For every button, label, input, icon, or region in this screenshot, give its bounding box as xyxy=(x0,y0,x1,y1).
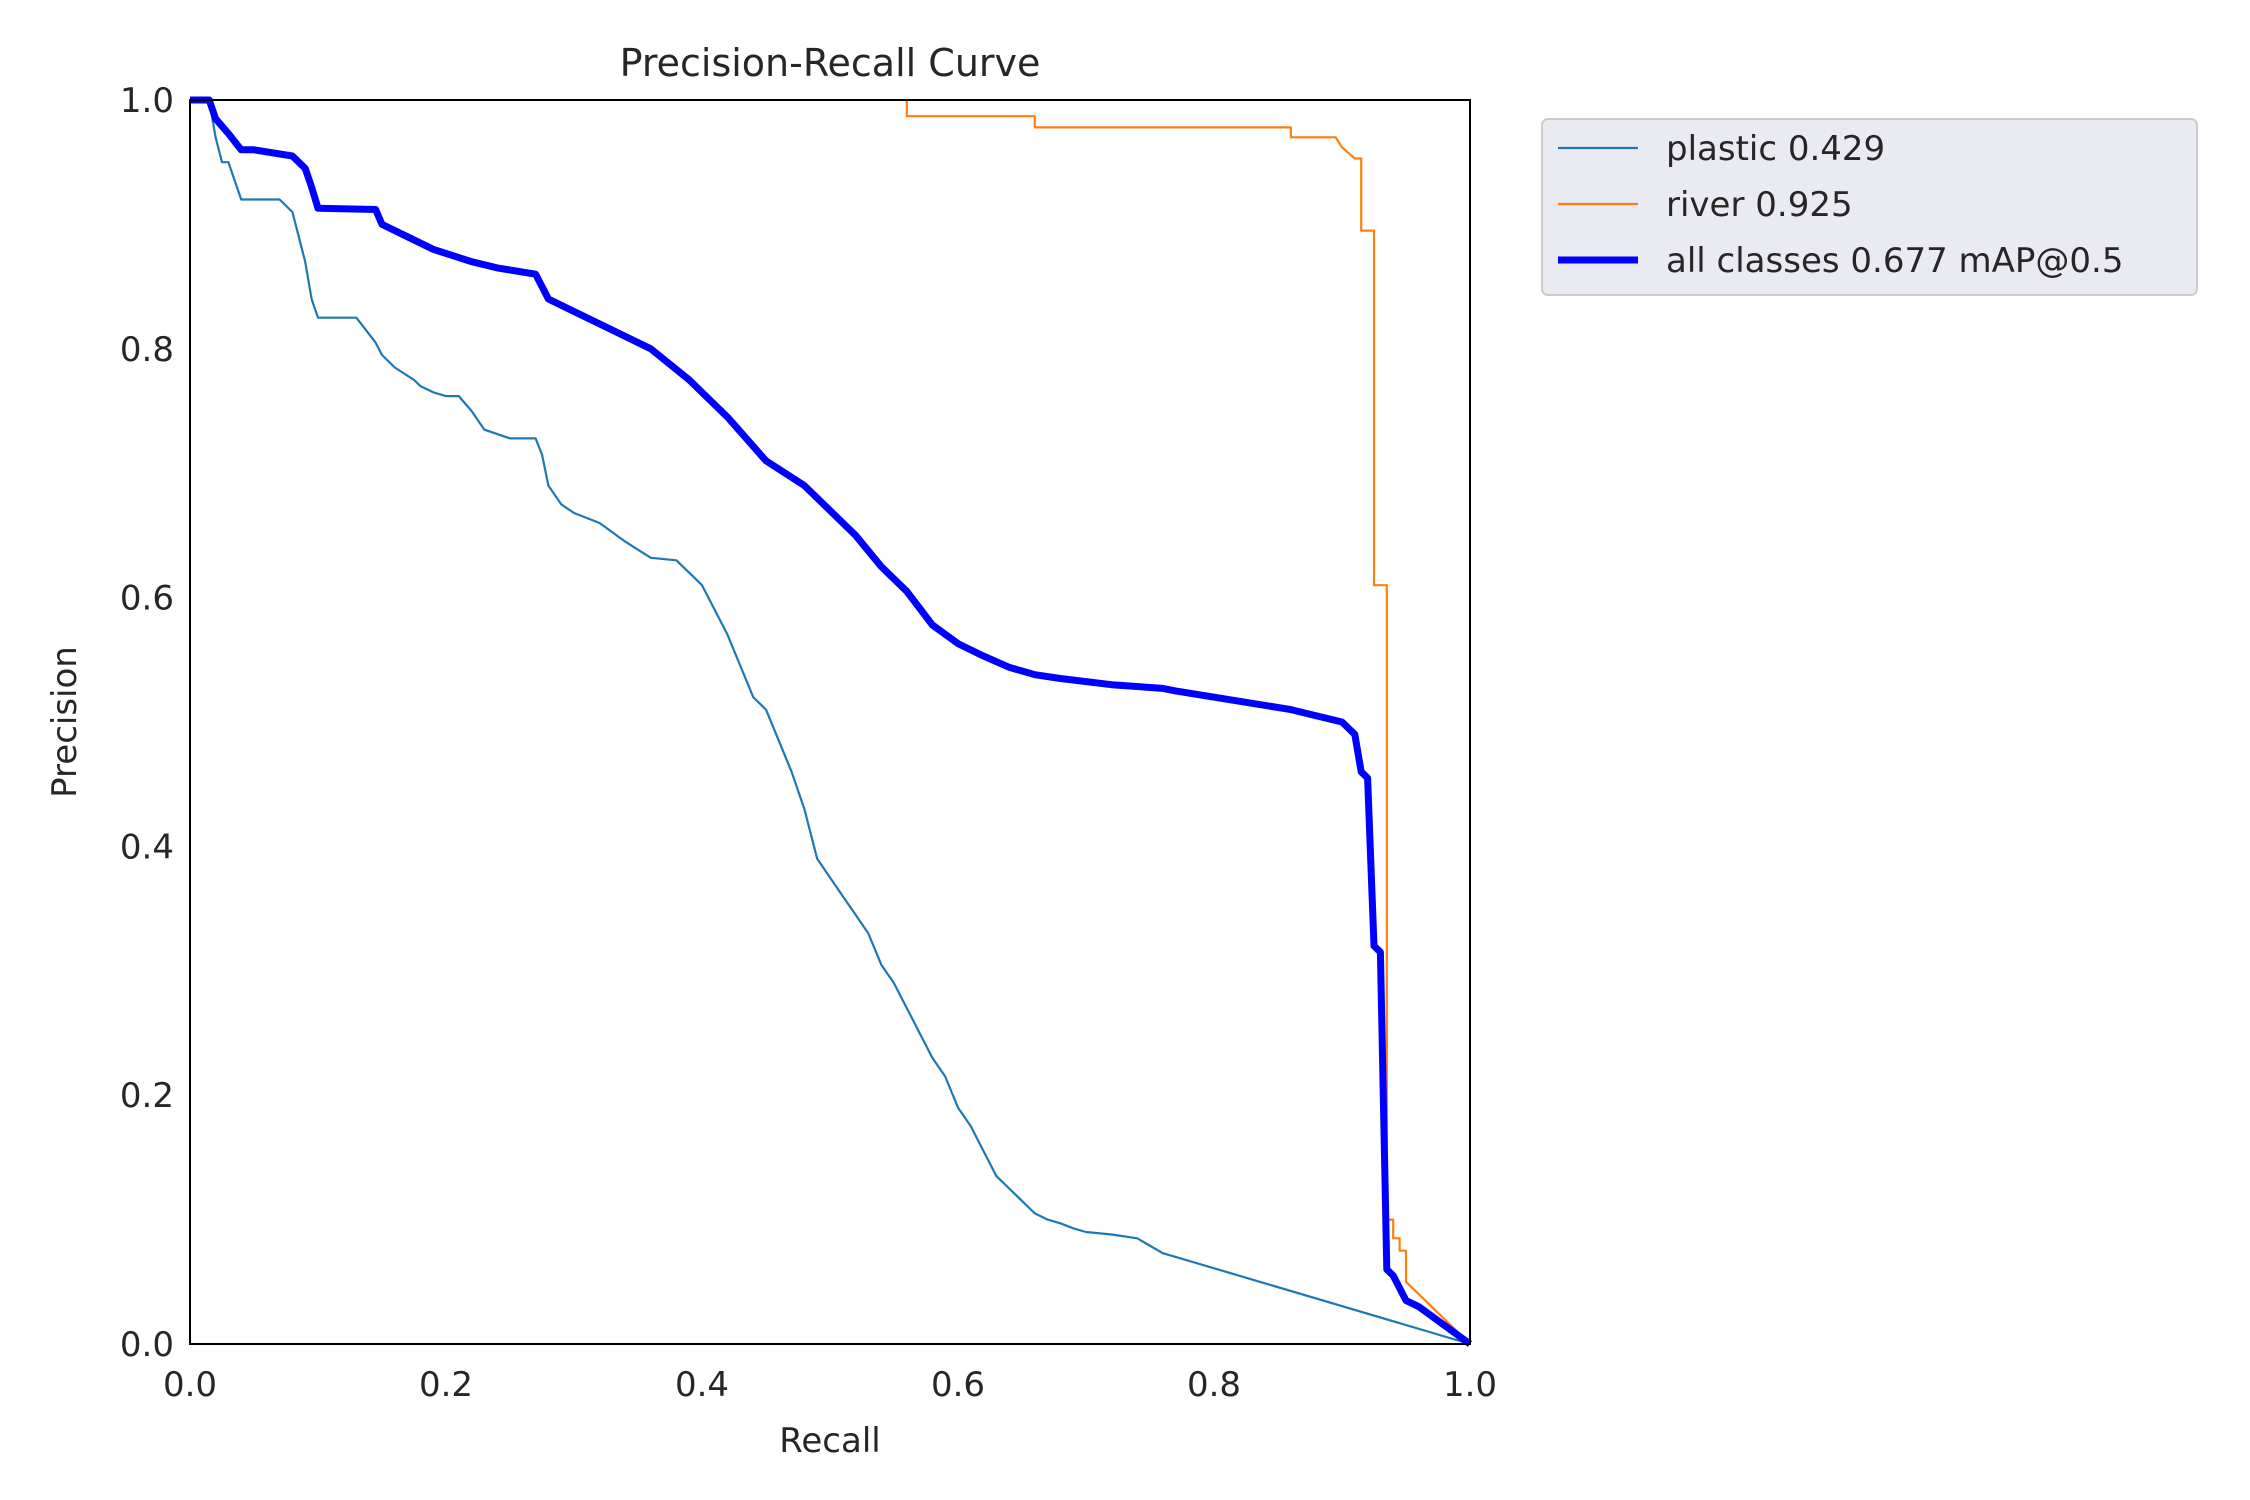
plot-area xyxy=(189,96,1473,1347)
series-line-1 xyxy=(190,98,1471,1346)
x-tick-label: 0.0 xyxy=(163,1365,217,1405)
x-tick-label: 0.4 xyxy=(675,1365,729,1405)
x-tick-label: 1.0 xyxy=(1443,1365,1497,1405)
legend-label-3: all classes 0.677 mAP@0.5 xyxy=(1666,241,2123,281)
y-tick-label: 0.2 xyxy=(120,1076,174,1116)
legend-box xyxy=(1541,118,2198,296)
x-tick-label: 0.2 xyxy=(419,1365,473,1405)
y-tick-label: 0.6 xyxy=(120,579,174,619)
y-tick-label: 0.4 xyxy=(120,827,174,867)
series-layer xyxy=(190,96,1473,1347)
legend-label-2: river 0.925 xyxy=(1666,185,1853,225)
y-axis-label: Precision xyxy=(45,646,85,798)
y-tick-label: 0.0 xyxy=(120,1325,174,1365)
series-line-2 xyxy=(905,100,1471,1345)
plot-frame xyxy=(189,99,1471,1345)
x-axis-ticks: 0.0 0.2 0.4 0.6 0.8 1.0 xyxy=(163,1365,1497,1405)
chart-title: Precision-Recall Curve xyxy=(620,41,1041,85)
y-axis-ticks: 0.0 0.2 0.4 0.6 0.8 1.0 xyxy=(120,81,174,1365)
legend: plastic 0.429 river 0.925 all classes 0.67… xyxy=(1541,118,2198,296)
series-line-3 xyxy=(190,96,1473,1347)
x-axis-label: Recall xyxy=(779,1421,880,1461)
y-tick-label: 0.8 xyxy=(120,330,174,370)
x-tick-label: 0.8 xyxy=(1187,1365,1241,1405)
legend-label-1: plastic 0.429 xyxy=(1666,129,1885,169)
y-tick-label: 1.0 xyxy=(120,81,174,121)
x-tick-label: 0.6 xyxy=(931,1365,985,1405)
